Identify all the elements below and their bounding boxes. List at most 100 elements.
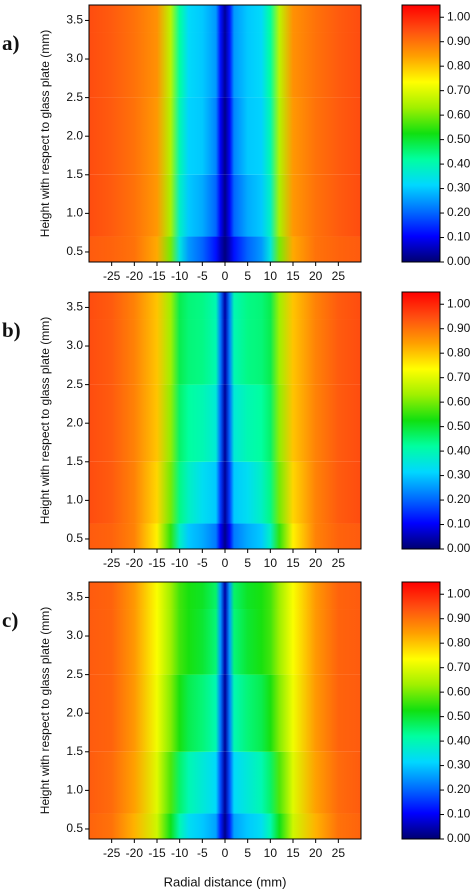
field-band [89, 582, 361, 610]
colorbar-tick-label: 0.30 [447, 181, 471, 195]
x-tick-label: 10 [264, 846, 278, 860]
x-tick-label: -20 [126, 846, 144, 860]
field-band [89, 236, 361, 262]
y-tick-label: 0.5 [66, 244, 83, 258]
y-tick-label: 2.5 [66, 377, 83, 391]
y-tick-label: 3.5 [66, 590, 83, 604]
colorbar-tick-label: 0.20 [447, 205, 471, 219]
colorbar-tick-label: 0.50 [447, 419, 471, 433]
x-tick-label: -5 [197, 846, 208, 860]
colorbar-tick-label: 0.80 [447, 635, 471, 649]
y-tick-label: 1.5 [66, 744, 83, 758]
colorbar-tick-label: 0.80 [447, 58, 471, 72]
x-tick-label: 10 [264, 556, 278, 570]
x-tick-label: 25 [332, 556, 346, 570]
field-band [89, 292, 361, 320]
colorbar [401, 4, 441, 263]
y-axis-label: Height with respect to glass plate (mm) [38, 30, 52, 237]
field-band [89, 461, 361, 524]
x-tick-label: -15 [148, 846, 166, 860]
x-tick-label: -10 [171, 846, 189, 860]
x-tick-label: 15 [286, 556, 300, 570]
x-tick-label: -15 [148, 269, 166, 283]
x-tick-label: 10 [264, 269, 278, 283]
field-band [89, 384, 361, 462]
panel-label: c) [2, 608, 18, 632]
colorbar-tick-label: 0.50 [447, 709, 471, 723]
y-tick-label: 1.5 [66, 167, 83, 181]
colorbar-tick-label: 0.90 [447, 611, 471, 625]
y-tick-label: 3.0 [66, 338, 83, 352]
y-tick-label: 2.0 [66, 128, 83, 142]
x-tick-label: 5 [244, 846, 251, 860]
field-band [89, 32, 361, 98]
colorbar-tick-label: 0.20 [447, 492, 471, 506]
y-tick-label: 1.5 [66, 454, 83, 468]
colorbar-tick-label: 0.00 [447, 254, 471, 268]
x-tick-label: 0 [222, 269, 229, 283]
field-band [89, 97, 361, 175]
x-tick-label: -20 [126, 269, 144, 283]
panel-label: b) [2, 318, 21, 342]
colorbar-tick-label: 0.30 [447, 468, 471, 482]
x-tick-label: 0 [222, 846, 229, 860]
y-tick-label: 1.0 [66, 783, 83, 797]
y-tick-label: 3.0 [66, 51, 83, 65]
colorbar-tick-label: 0.80 [447, 345, 471, 359]
colorbar-tick-label: 1.00 [447, 586, 471, 600]
y-tick-label: 0.5 [66, 531, 83, 545]
x-tick-label: -10 [171, 269, 189, 283]
x-tick-label: -25 [103, 556, 121, 570]
colorbar-tick-label: 0.70 [447, 660, 471, 674]
x-tick-label: -5 [197, 269, 208, 283]
colorbar-tick-label: 0.40 [447, 733, 471, 747]
colorbar-tick-label: 0.40 [447, 156, 471, 170]
x-tick-label: 20 [309, 269, 323, 283]
x-tick-label: -10 [171, 556, 189, 570]
colorbar-tick-label: 0.60 [447, 394, 471, 408]
y-tick-label: 1.0 [66, 206, 83, 220]
colorbar-tick-label: 0.90 [447, 321, 471, 335]
x-tick-label: 25 [332, 846, 346, 860]
field-band [89, 813, 361, 839]
colorbar-tick-label: 0.10 [447, 230, 471, 244]
colorbar-tick-label: 0.90 [447, 34, 471, 48]
panel-label: a) [2, 31, 20, 55]
field-band [89, 5, 361, 33]
y-tick-label: 2.0 [66, 415, 83, 429]
y-tick-label: 3.0 [66, 628, 83, 642]
x-tick-label: 5 [244, 556, 251, 570]
colorbar-tick-label: 0.40 [447, 443, 471, 457]
x-tick-label: -25 [103, 269, 121, 283]
colorbar-tick-label: 0.10 [447, 807, 471, 821]
field-band [89, 523, 361, 549]
x-tick-label: -5 [197, 556, 208, 570]
x-tick-label: 25 [332, 269, 346, 283]
field-band [89, 751, 361, 814]
colorbar-tick-label: 0.70 [447, 83, 471, 97]
y-tick-label: 1.0 [66, 493, 83, 507]
y-axis-label: Height with respect to glass plate (mm) [38, 607, 52, 814]
colorbar-tick-label: 0.00 [447, 541, 471, 555]
field-band [89, 319, 361, 385]
y-tick-label: 2.5 [66, 667, 83, 681]
x-tick-label: 20 [309, 556, 323, 570]
x-tick-label: 15 [286, 846, 300, 860]
x-axis-label: Radial distance (mm) [164, 874, 287, 889]
colorbar-tick-label: 0.60 [447, 684, 471, 698]
x-tick-label: -25 [103, 846, 121, 860]
colorbar-tick-label: 0.50 [447, 132, 471, 146]
colorbar-tick-label: 0.70 [447, 370, 471, 384]
colorbar-tick-label: 0.00 [447, 831, 471, 845]
colorbar-tick-label: 0.10 [447, 517, 471, 531]
y-tick-label: 2.0 [66, 705, 83, 719]
x-tick-label: 5 [244, 269, 251, 283]
colorbar [401, 291, 441, 550]
x-tick-label: 0 [222, 556, 229, 570]
colorbar-tick-label: 1.00 [447, 9, 471, 23]
field-band [89, 609, 361, 675]
x-tick-label: 20 [309, 846, 323, 860]
field-band [89, 174, 361, 237]
y-tick-label: 0.5 [66, 821, 83, 835]
